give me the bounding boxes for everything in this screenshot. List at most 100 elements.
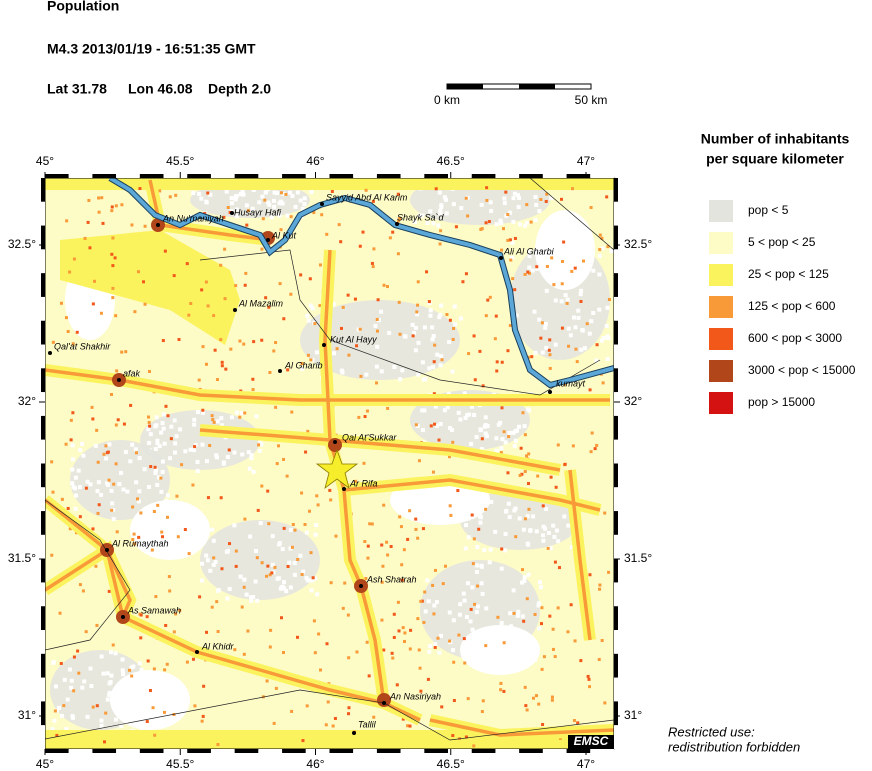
cell bbox=[315, 494, 319, 498]
cell bbox=[284, 192, 288, 196]
cell bbox=[506, 501, 511, 506]
empty-area bbox=[535, 210, 595, 290]
cell bbox=[463, 415, 468, 420]
cell bbox=[216, 743, 220, 747]
cell bbox=[438, 422, 443, 427]
cell bbox=[533, 218, 538, 223]
cell bbox=[398, 377, 403, 382]
cell bbox=[464, 523, 469, 528]
city-dot bbox=[266, 238, 270, 242]
cell bbox=[554, 485, 558, 489]
cell bbox=[358, 327, 362, 331]
notice: redistribution forbidden bbox=[668, 739, 800, 754]
city-area bbox=[328, 438, 342, 452]
road bbox=[323, 249, 421, 722]
road bbox=[429, 718, 614, 737]
cell bbox=[524, 704, 528, 708]
cell bbox=[450, 428, 455, 433]
legend-swatch bbox=[709, 360, 733, 382]
cell bbox=[125, 489, 130, 494]
cell bbox=[548, 353, 552, 357]
cell bbox=[444, 211, 449, 216]
cell bbox=[149, 465, 153, 469]
cell bbox=[398, 332, 402, 336]
cell bbox=[300, 572, 304, 576]
cell bbox=[173, 450, 178, 455]
cell bbox=[334, 534, 338, 538]
cell bbox=[560, 259, 564, 263]
cell bbox=[434, 187, 438, 191]
city-dot bbox=[230, 211, 234, 215]
cell bbox=[537, 209, 542, 214]
cell bbox=[396, 600, 400, 604]
cell bbox=[479, 581, 484, 586]
cell bbox=[565, 297, 570, 302]
cell bbox=[229, 347, 233, 351]
cell bbox=[213, 348, 217, 352]
cell bbox=[371, 199, 375, 203]
cell bbox=[448, 639, 452, 643]
cell bbox=[304, 576, 309, 581]
cell bbox=[427, 300, 431, 304]
cell bbox=[104, 711, 108, 715]
cell bbox=[544, 199, 548, 203]
cell bbox=[238, 574, 243, 579]
city-dot bbox=[359, 584, 363, 588]
cell bbox=[578, 292, 583, 297]
cell bbox=[88, 482, 93, 487]
cell bbox=[73, 475, 78, 480]
cell bbox=[74, 493, 79, 498]
cell bbox=[553, 655, 557, 659]
cell bbox=[221, 461, 226, 466]
cell bbox=[78, 447, 83, 452]
cell bbox=[560, 326, 564, 330]
cell bbox=[191, 190, 196, 195]
cell bbox=[326, 700, 330, 704]
cell bbox=[161, 412, 166, 417]
cell bbox=[452, 304, 457, 309]
cell bbox=[137, 661, 142, 666]
cell bbox=[540, 350, 545, 355]
cell bbox=[422, 620, 426, 624]
cell bbox=[450, 369, 455, 374]
cell bbox=[397, 629, 401, 633]
cell bbox=[607, 570, 611, 574]
cell bbox=[520, 614, 525, 619]
cell bbox=[251, 469, 256, 474]
cell bbox=[212, 556, 216, 560]
cell bbox=[354, 479, 358, 483]
cell bbox=[464, 196, 468, 200]
cell bbox=[288, 546, 293, 551]
cell bbox=[480, 710, 484, 714]
cell bbox=[542, 655, 546, 659]
cell bbox=[154, 468, 159, 473]
cell bbox=[425, 270, 429, 274]
cell bbox=[133, 542, 137, 546]
cell bbox=[376, 318, 381, 323]
cell bbox=[511, 219, 516, 224]
boundary bbox=[529, 178, 614, 251]
cell bbox=[487, 220, 491, 224]
cell bbox=[304, 530, 309, 535]
cell bbox=[566, 326, 571, 331]
cell bbox=[372, 715, 376, 719]
cell bbox=[541, 538, 546, 543]
cell bbox=[290, 709, 294, 713]
cell bbox=[240, 605, 244, 609]
y-tick-label: 31° bbox=[18, 708, 36, 722]
cell bbox=[157, 444, 162, 449]
cell bbox=[238, 339, 242, 343]
cell bbox=[309, 189, 314, 194]
cell bbox=[312, 211, 316, 215]
cell bbox=[80, 685, 85, 690]
cell bbox=[415, 312, 420, 317]
cell bbox=[234, 549, 238, 553]
cell bbox=[408, 647, 412, 651]
cell bbox=[251, 388, 255, 392]
cell bbox=[139, 511, 143, 515]
cell bbox=[483, 415, 488, 420]
cell bbox=[396, 192, 400, 196]
cell bbox=[462, 598, 467, 603]
cell bbox=[412, 331, 417, 336]
cell bbox=[442, 195, 447, 200]
